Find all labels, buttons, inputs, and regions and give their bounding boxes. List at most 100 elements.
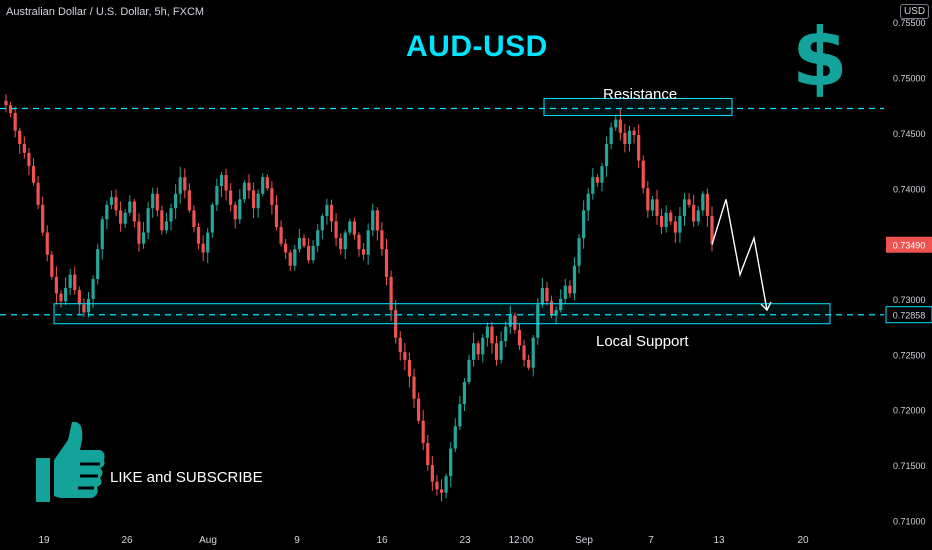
candle-body bbox=[334, 221, 338, 239]
currency-badge[interactable]: USD bbox=[900, 4, 930, 19]
candle-body bbox=[201, 243, 205, 253]
candle-body bbox=[513, 315, 517, 330]
support-price-label: 0.72858 bbox=[893, 311, 926, 321]
candle-body bbox=[316, 230, 320, 246]
candle-body bbox=[572, 265, 577, 294]
candle-body bbox=[591, 177, 595, 194]
candle-body bbox=[669, 212, 673, 222]
candle-body bbox=[646, 188, 650, 211]
candle-body bbox=[329, 204, 334, 222]
x-tick-label: 7 bbox=[648, 535, 654, 546]
candle-body bbox=[563, 285, 567, 299]
symbol-info[interactable]: Australian Dollar / U.S. Dollar, 5h, FXC… bbox=[6, 6, 205, 18]
candle-body bbox=[86, 298, 91, 313]
candle-body bbox=[105, 204, 109, 220]
candle-body bbox=[499, 341, 503, 360]
candle-body bbox=[151, 193, 155, 209]
candle-body bbox=[50, 254, 54, 277]
candle-body bbox=[458, 404, 462, 427]
candle-body bbox=[430, 465, 434, 482]
candle-body bbox=[284, 243, 288, 253]
candle-body bbox=[375, 210, 379, 231]
candle-body bbox=[109, 197, 114, 205]
candle-body bbox=[398, 337, 402, 353]
candle-body bbox=[128, 201, 132, 213]
candle-body bbox=[609, 127, 613, 144]
candle-body bbox=[632, 130, 636, 136]
candle-body bbox=[4, 100, 8, 106]
candle-body bbox=[549, 301, 554, 316]
y-tick-label: 0.72000 bbox=[893, 406, 926, 416]
x-tick-label: 16 bbox=[376, 535, 388, 546]
candle-body bbox=[449, 448, 453, 477]
candle-body bbox=[247, 182, 251, 191]
candle-body bbox=[692, 204, 696, 222]
candle-body bbox=[407, 359, 412, 377]
candle-body bbox=[618, 119, 622, 133]
candle-body bbox=[517, 329, 522, 346]
candle-body bbox=[155, 193, 159, 211]
candle-body bbox=[297, 238, 302, 250]
candle-body bbox=[238, 199, 242, 220]
candle-body bbox=[682, 199, 687, 216]
candle-body bbox=[22, 143, 26, 153]
candle-body bbox=[279, 227, 283, 244]
candle-body bbox=[96, 249, 100, 280]
candle-body bbox=[485, 326, 489, 338]
candle-body bbox=[265, 177, 269, 189]
candle-body bbox=[490, 326, 494, 344]
candle-body bbox=[481, 337, 485, 355]
resistance-label: Resistance bbox=[603, 86, 678, 103]
candle-body bbox=[36, 182, 40, 205]
candle-body bbox=[8, 105, 13, 113]
candle-body bbox=[178, 177, 182, 194]
candle-body bbox=[311, 245, 315, 261]
candle-body bbox=[389, 276, 393, 311]
candle-body bbox=[132, 201, 136, 222]
candle-body bbox=[435, 481, 439, 490]
candle-body bbox=[650, 199, 655, 211]
candle-body bbox=[77, 290, 81, 305]
candle-body bbox=[164, 221, 169, 231]
candle-body bbox=[412, 376, 416, 399]
candle-body bbox=[288, 252, 292, 266]
candle-body bbox=[169, 208, 173, 222]
candle-body bbox=[371, 210, 375, 231]
candle-body bbox=[384, 249, 389, 277]
candle-body bbox=[27, 152, 31, 167]
candle-body bbox=[627, 130, 632, 144]
candle-body bbox=[137, 221, 141, 244]
candle-body bbox=[522, 345, 526, 360]
candle-body bbox=[673, 221, 677, 233]
candle-body bbox=[416, 398, 421, 421]
candle-body bbox=[224, 174, 228, 191]
candle-body bbox=[41, 204, 45, 233]
candle-body bbox=[320, 215, 324, 231]
candle-body bbox=[637, 135, 641, 161]
candle-body bbox=[380, 230, 384, 250]
y-tick-label: 0.74000 bbox=[893, 184, 926, 194]
candle-body bbox=[293, 249, 297, 266]
candle-body bbox=[261, 177, 265, 194]
candle-body bbox=[91, 279, 95, 299]
support-label: Local Support bbox=[596, 333, 689, 350]
x-tick-label: 13 bbox=[713, 535, 725, 546]
candle-body bbox=[366, 230, 370, 255]
x-tick-label: 19 bbox=[38, 535, 50, 546]
candle-body bbox=[210, 204, 214, 233]
candle-body bbox=[31, 166, 36, 183]
candle-body bbox=[270, 188, 274, 205]
candle-body bbox=[462, 382, 467, 405]
candle-body bbox=[453, 426, 457, 449]
x-tick-label: 9 bbox=[294, 535, 300, 546]
candle-body bbox=[114, 197, 118, 211]
candle-body bbox=[678, 215, 682, 233]
candle-body bbox=[215, 186, 219, 205]
projection-path bbox=[711, 199, 768, 311]
candle-body bbox=[361, 249, 366, 255]
candle-body bbox=[604, 143, 609, 167]
candle-body bbox=[508, 315, 512, 327]
x-tick-label: 12:00 bbox=[508, 535, 533, 546]
candle-body bbox=[494, 343, 499, 360]
